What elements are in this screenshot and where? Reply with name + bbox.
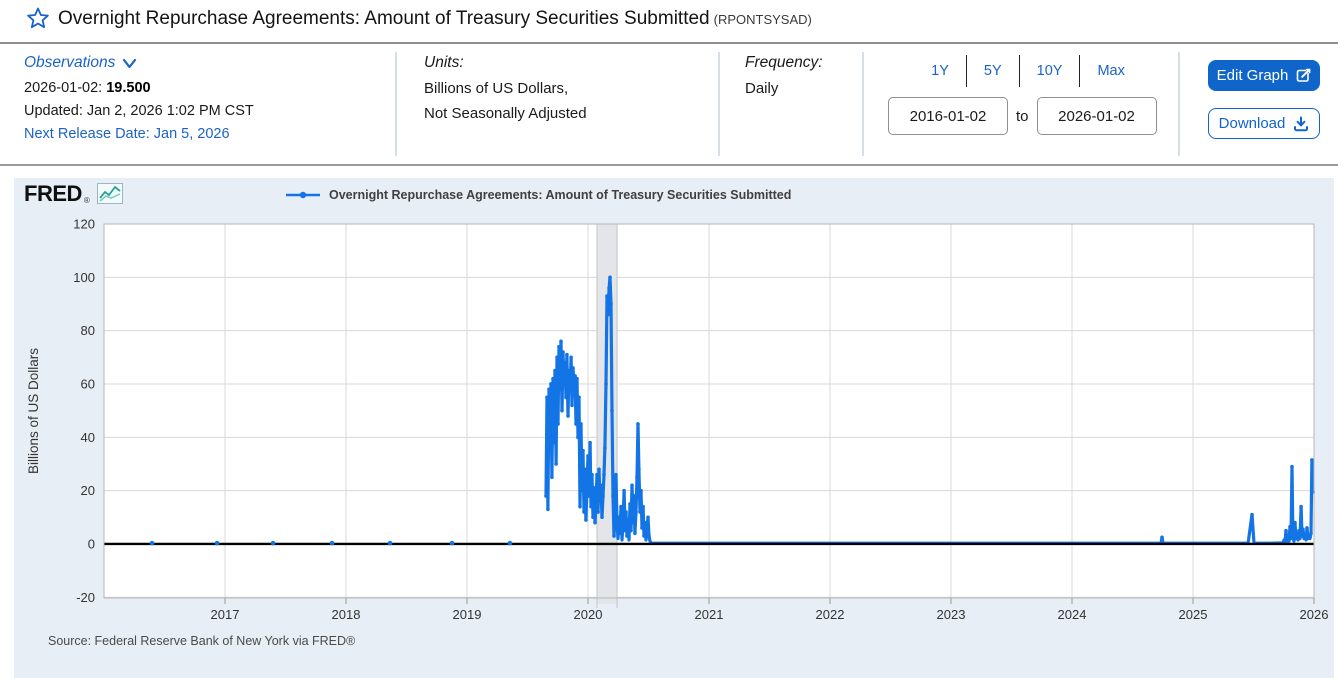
latest-observation-date: 2026-01-02:: [24, 80, 103, 96]
frequency-value: Daily: [745, 80, 779, 97]
to-label: to: [1016, 107, 1029, 125]
range-inputs: to: [888, 97, 1176, 135]
title-bar: Overnight Repurchase Agreements: Amount …: [0, 0, 1338, 44]
info-bar: Observations 2026-01-02: 19.500 Updated:…: [0, 46, 1338, 166]
units-label: Units:: [424, 54, 464, 71]
edit-graph-label: Edit Graph: [1216, 67, 1289, 84]
svg-text:60: 60: [81, 376, 95, 391]
divider: [1178, 52, 1180, 156]
download-icon: [1294, 116, 1309, 131]
svg-text:2023: 2023: [937, 607, 966, 622]
frequency-label: Frequency:: [745, 54, 823, 71]
svg-text:80: 80: [81, 323, 95, 338]
svg-text:2025: 2025: [1179, 607, 1208, 622]
download-button[interactable]: Download: [1208, 108, 1320, 139]
svg-text:2026: 2026: [1300, 607, 1329, 622]
svg-text:2024: 2024: [1058, 607, 1087, 622]
fred-logo-text: FRED: [24, 181, 82, 206]
units-section: Units: Billions of US Dollars, Not Seaso…: [424, 54, 587, 122]
units-line1: Billions of US Dollars,: [424, 80, 569, 97]
legend-line-marker: [286, 191, 320, 199]
edit-graph-button[interactable]: Edit Graph: [1208, 60, 1320, 91]
next-release-link[interactable]: Next Release Date: Jan 5, 2026: [24, 126, 230, 142]
range-presets: 1Y 5Y 10Y Max: [880, 54, 1176, 88]
preset-separator: [965, 55, 967, 87]
svg-text:2017: 2017: [211, 607, 240, 622]
preset-1y[interactable]: 1Y: [931, 63, 949, 79]
svg-text:2020: 2020: [574, 607, 603, 622]
latest-observation-value: 19.500: [106, 80, 151, 96]
edit-icon: [1297, 68, 1311, 82]
preset-separator: [1018, 55, 1020, 87]
series-title: Overnight Repurchase Agreements: Amount …: [58, 8, 710, 29]
units-line2: Not Seasonally Adjusted: [424, 105, 587, 122]
chart-legend[interactable]: Overnight Repurchase Agreements: Amount …: [285, 188, 791, 202]
svg-text:20: 20: [81, 483, 95, 498]
divider: [718, 52, 720, 156]
end-date-input[interactable]: [1036, 97, 1157, 135]
date-range-section: 1Y 5Y 10Y Max to: [880, 54, 1176, 135]
svg-text:0: 0: [88, 536, 95, 551]
svg-text:Billions of US Dollars: Billions of US Dollars: [26, 348, 41, 474]
observations-section: Observations 2026-01-02: 19.500 Updated:…: [24, 54, 254, 142]
divider: [395, 52, 397, 156]
svg-text:120: 120: [73, 217, 95, 232]
frequency-section: Frequency: Daily: [745, 54, 823, 97]
legend-label: Overnight Repurchase Agreements: Amount …: [329, 188, 792, 202]
preset-max[interactable]: Max: [1097, 63, 1125, 79]
latest-observation: 2026-01-02: 19.500: [24, 80, 254, 96]
divider: [862, 52, 864, 156]
observations-dropdown[interactable]: Observations: [24, 54, 254, 72]
svg-text:100: 100: [73, 270, 95, 285]
svg-text:2022: 2022: [816, 607, 845, 622]
svg-text:-20: -20: [76, 590, 95, 605]
actions-section: Edit Graph Download: [1208, 60, 1320, 139]
chart-card: FRED ® Overnight Repurchase Agreements: …: [14, 178, 1334, 678]
download-label: Download: [1218, 115, 1286, 132]
time-series-chart[interactable]: 2017 2018 2019 2020 2021 2022 2023 2024 2025 2026…: [14, 178, 1334, 648]
svg-text:2019: 2019: [453, 607, 482, 622]
preset-10y[interactable]: 10Y: [1036, 63, 1063, 79]
svg-text:2021: 2021: [695, 607, 724, 622]
favorite-star-icon[interactable]: [27, 7, 49, 29]
page-title: Overnight Repurchase Agreements: Amount …: [58, 8, 812, 30]
updated-timestamp: Updated: Jan 2, 2026 1:02 PM CST: [24, 103, 254, 119]
observations-label: Observations: [24, 54, 116, 71]
svg-text:40: 40: [81, 430, 95, 445]
start-date-input[interactable]: [888, 97, 1008, 135]
preset-separator: [1079, 55, 1081, 87]
fred-logo-registered: ®: [83, 196, 90, 205]
chevron-down-icon: [123, 58, 137, 68]
svg-text:2018: 2018: [332, 607, 361, 622]
fred-logo-chart-icon: [96, 183, 123, 204]
fred-logo[interactable]: FRED ®: [24, 183, 123, 205]
series-id: (RPONTSYSAD): [713, 12, 812, 27]
source-attribution: Source: Federal Reserve Bank of New York…: [48, 634, 356, 648]
preset-5y[interactable]: 5Y: [983, 63, 1002, 79]
